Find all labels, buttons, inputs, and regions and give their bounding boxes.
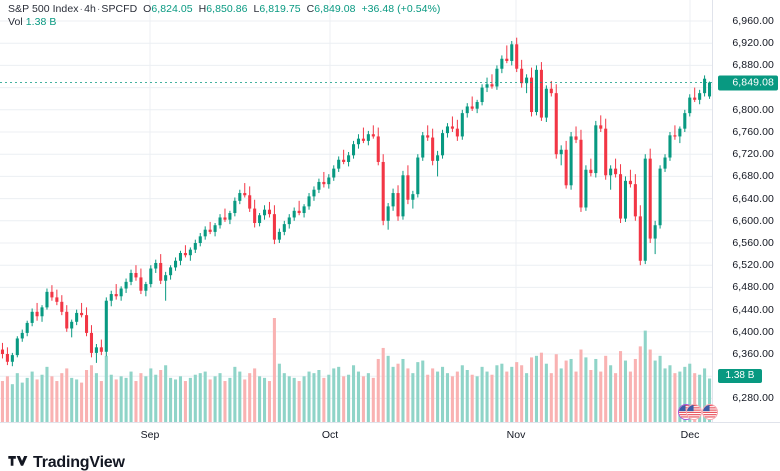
legend-open-label: O: [143, 3, 152, 15]
price-tick-label: 6,720.00: [732, 148, 774, 161]
price-tick-label: 6,640.00: [732, 192, 774, 205]
price-tick-label: 6,560.00: [732, 237, 774, 249]
volume-series: [0, 318, 712, 422]
legend-symbol[interactable]: S&P 500 Index: [8, 3, 79, 15]
legend-volume-label: Vol: [8, 16, 23, 28]
price-tick-label: 6,400.00: [732, 325, 774, 338]
legend-separator-2: ·: [96, 3, 101, 15]
price-tick-label: 6,680.00: [732, 170, 774, 183]
legend-volume-line[interactable]: Vol 1.38 B: [8, 16, 440, 29]
legend-exchange[interactable]: SPCFD: [101, 3, 138, 15]
price-tick-label: 6,600.00: [732, 214, 774, 227]
us-flag-icon: [703, 405, 717, 419]
tradingview-logo[interactable]: TradingView: [8, 455, 125, 471]
legend-interval[interactable]: 4h: [84, 3, 96, 15]
price-scale[interactable]: 6,960.00 6,920.00 6,880.00 6,800.00 6,760.00…: [712, 0, 780, 422]
time-tick-label: Nov: [506, 429, 526, 441]
legend-high-value: 6,850.86: [206, 3, 248, 15]
current-price-line: [0, 82, 712, 84]
legend-change-value: +36.48 (+0.54%): [361, 3, 441, 15]
chart-legend[interactable]: S&P 500 Index·4h·SPCFD O6,824.05 H6,850.…: [8, 3, 440, 29]
legend-close-value: 6,849.08: [314, 3, 356, 15]
grid-lines: [0, 0, 712, 422]
legend-low-value: 6,819.75: [259, 3, 301, 15]
time-tick-label: Dec: [680, 429, 700, 441]
price-tick-label: 6,520.00: [732, 259, 774, 272]
us-flag-icon: [687, 405, 701, 419]
legend-low-label: L: [253, 3, 260, 15]
time-scale[interactable]: Sep Oct Nov Dec: [0, 422, 780, 448]
volume-value-badge[interactable]: 1.38 B: [718, 369, 762, 384]
legend-open-value: 6,824.05: [151, 3, 193, 15]
legend-high-label: H: [198, 3, 207, 15]
current-price-badge[interactable]: 6,849.08: [718, 75, 778, 91]
chart-pane[interactable]: [0, 0, 712, 422]
legend-symbol-line[interactable]: S&P 500 Index·4h·SPCFD O6,824.05 H6,850.…: [8, 3, 440, 16]
price-tick-label: 6,960.00: [732, 15, 774, 27]
legend-close-label: C: [306, 3, 315, 15]
price-tick-label: 6,920.00: [732, 37, 774, 50]
price-tick-label: 6,760.00: [732, 126, 774, 138]
tradingview-mark-icon: [8, 456, 28, 466]
price-tick-label: 6,280.00: [732, 392, 774, 405]
tradingview-wordmark: TradingView: [33, 454, 125, 471]
price-tick-label: 6,480.00: [732, 281, 774, 294]
price-tick-label: 6,360.00: [732, 348, 774, 360]
price-tick-label: 6,800.00: [732, 103, 774, 116]
economic-event-marker-2[interactable]: [686, 404, 702, 420]
legend-separator-1: ·: [79, 3, 84, 15]
time-tick-label: Oct: [321, 429, 339, 441]
price-tick-label: 6,880.00: [732, 59, 774, 72]
economic-event-marker-3[interactable]: [702, 404, 718, 420]
price-tick-label: 6,440.00: [732, 303, 774, 316]
legend-volume-value: 1.38 B: [25, 16, 57, 28]
time-tick-label: Sep: [140, 429, 160, 441]
candlestick-series[interactable]: [0, 0, 712, 422]
